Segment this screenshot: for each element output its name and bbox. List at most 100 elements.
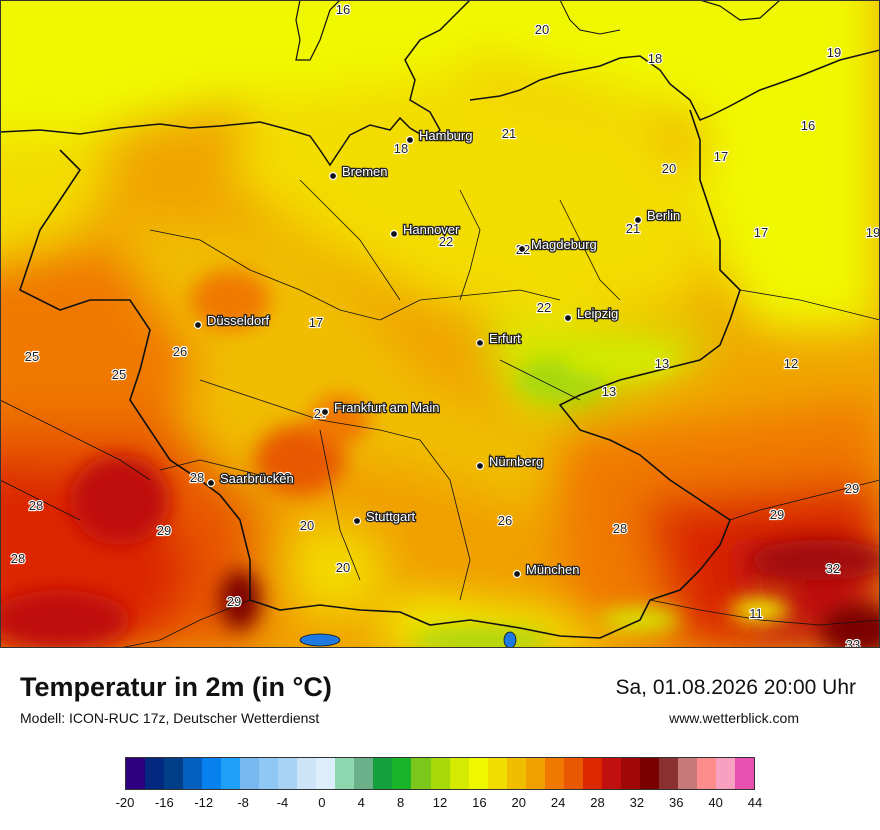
city-label: Nürnberg [489,454,543,469]
city-label: Stuttgart [366,509,416,524]
legend-tick-label: 16 [472,795,487,810]
legend-swatch [601,758,621,789]
temperature-value: 13 [602,384,616,399]
temperature-value: 22 [439,234,453,249]
legend-swatch [392,758,412,789]
temperature-value: 25 [112,367,126,382]
temperature-value: 12 [784,356,798,371]
legend-swatch [335,758,355,789]
city-dot [563,313,573,323]
legend-swatch [145,758,165,789]
city-dot [352,516,362,526]
temperature-value: 29 [770,507,784,522]
temperature-value: 19 [827,45,841,60]
temperature-value: 21 [502,126,516,141]
legend-tick-label: 36 [669,795,684,810]
legend-swatch [487,758,507,789]
legend-tick-label: 28 [590,795,605,810]
legend-swatch [278,758,298,789]
legend-swatch [735,758,755,789]
website-link[interactable]: www.wetterblick.com [669,710,799,726]
temperature-map: 16 20 18 19 16 21 18 20 17 21 17 19 22 22 22 17 25 26 25 13… [0,0,880,648]
legend-tick-label: 32 [629,795,645,810]
model-subtitle: Modell: ICON-RUC 17z, Deutscher Wetterdi… [20,710,320,726]
city-dot [517,244,527,254]
legend-swatch [373,758,393,789]
city-dot [389,229,399,239]
legend-swatch [221,758,241,789]
temperature-value: 18 [648,51,662,66]
city-label: Frankfurt am Main [334,400,439,415]
temperature-value: 22 [537,300,551,315]
forecast-datetime: Sa, 01.08.2026 20:00 Uhr [615,676,856,699]
legend-tick-label: 12 [432,795,448,810]
temperature-value: 22 [277,470,291,485]
temperature-value: 25 [25,349,39,364]
legend-tick-label: 20 [511,795,526,810]
city-label: Leipzig [577,306,618,321]
city-label: Bremen [342,164,388,179]
legend-swatch [430,758,450,789]
legend-tick-label: 4 [357,795,365,810]
footer: Temperatur in 2m (in °C) Modell: ICON-RU… [0,648,880,830]
temperature-value: 17 [754,225,768,240]
city-label: Berlin [647,208,680,223]
city-label: Hannover [403,222,460,237]
city-dot [206,478,216,488]
city-dot [405,135,415,145]
legend-swatch [582,758,602,789]
legend-swatch [297,758,317,789]
temperature-value: 32 [826,561,840,576]
legend-swatch [525,758,545,789]
temperature-value: 28 [11,551,25,566]
city-dot [512,569,522,579]
city-label: Saarbrücken [220,471,294,486]
legend-swatch [316,758,336,789]
city-dot [193,320,203,330]
legend-swatch [563,758,583,789]
legend-tick-label: -12 [194,795,214,810]
temperature-value: 16 [336,2,350,17]
legend-tick-label: 44 [747,795,763,810]
color-legend [125,757,755,790]
temperature-value: 11 [749,606,763,621]
borders [0,0,880,648]
legend-ticks: -20 -16 -12 -8 -4 0 4 8 12 16 20 24 28 32 36 40 44 [116,793,763,813]
legend-swatch [202,758,222,789]
legend-swatch [639,758,659,789]
temperature-value: 33 [846,637,860,648]
temperature-value: 20 [662,161,676,176]
legend-swatch [240,758,260,789]
legend-tick-label: -16 [154,795,174,810]
legend-tick-label: -4 [276,795,289,810]
legend-swatch [506,758,526,789]
city-dot [328,171,338,181]
legend-tick-label: -8 [237,795,249,810]
temperature-value: 20 [300,518,314,533]
city-label: Erfurt [489,331,521,346]
temperature-value: 17 [309,315,323,330]
city-dot [475,338,485,348]
city-markers: Hamburg Bremen Hannover Berlin Magdeburg Düss… [193,127,682,579]
legend-swatch [468,758,488,789]
legend-swatch [620,758,640,789]
temperature-value: 20 [336,560,350,575]
temperature-values: 16 20 18 19 16 21 18 20 17 21 17 19 22 22 22 17 25 26 25 13… [10,1,880,648]
legend-tick-label: 24 [550,795,566,810]
temperature-value: 28 [613,521,627,536]
temperature-value: 20 [535,22,549,37]
legend-swatch [449,758,469,789]
temperature-value: 21 [626,221,640,236]
legend-tick-label: 8 [397,795,405,810]
legend-tick-label: -20 [115,795,135,810]
temperature-value: 19 [866,225,880,240]
legend-swatch [658,758,678,789]
city-label: Magdeburg [531,237,597,252]
temperature-value: 28 [190,470,204,485]
legend-tick-label: 0 [318,795,326,810]
map-title: Temperatur in 2m (in °C) [20,672,332,702]
legend-swatch [715,758,735,789]
legend-swatch [183,758,203,789]
legend-swatch [696,758,716,789]
legend-swatch [544,758,564,789]
